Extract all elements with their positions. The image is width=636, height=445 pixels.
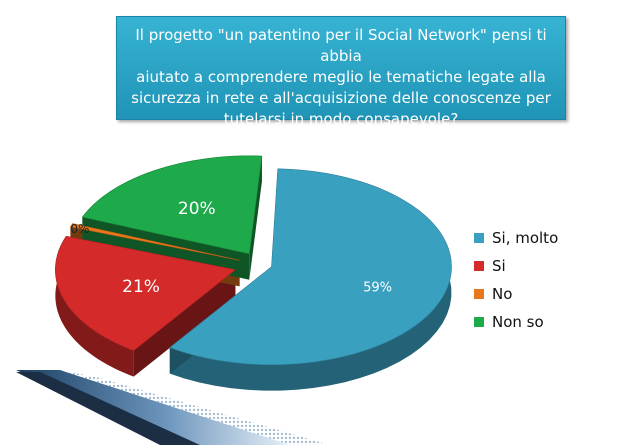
legend-swatch-3 <box>474 317 484 327</box>
legend-item-2: No <box>474 280 558 308</box>
pie-slice-non-so <box>81 155 263 255</box>
legend-label-2: No <box>492 285 513 303</box>
legend-swatch-0 <box>474 233 484 243</box>
pie-slice-side-0 <box>169 168 452 391</box>
legend-item-1: Si <box>474 252 558 280</box>
title-line-2: aiutato a comprendere meglio le tematich… <box>136 68 546 86</box>
data-label-1: 21% <box>122 277 160 297</box>
pie-slice-wall-3-1 <box>249 156 262 280</box>
pie-slice-no <box>69 223 240 261</box>
data-label-3: 20% <box>178 199 216 219</box>
title-line-4: tutelarsi in modo consapevole? <box>223 110 459 128</box>
data-label-0: 59% <box>363 281 392 296</box>
pie-data-labels: 59% 21% 0% 20% <box>70 199 392 297</box>
legend-swatch-2 <box>474 289 484 299</box>
legend-swatch-1 <box>474 261 484 271</box>
legend-label-3: Non so <box>492 313 544 331</box>
title-line-1: Il progetto "un patentino per il Social … <box>135 26 547 65</box>
pie-slices <box>55 155 452 391</box>
chart-title: Il progetto "un patentino per il Social … <box>116 16 566 128</box>
legend-label-0: Si, molto <box>492 229 559 247</box>
legend-item-3: Non so <box>474 308 558 336</box>
pie-slice-si <box>55 235 237 351</box>
chart-legend: Si, molto Si No Non so <box>474 224 558 336</box>
pie-slice-si-molto <box>169 168 452 366</box>
legend-label-1: Si <box>492 257 506 275</box>
data-label-2: 0% <box>70 222 89 236</box>
legend-item-0: Si, molto <box>474 224 558 252</box>
decorative-swoosh <box>16 370 330 445</box>
pie-slice-wall-1-0 <box>133 269 236 377</box>
title-line-3: sicurezza in rete e all'acquisizione del… <box>131 89 551 107</box>
